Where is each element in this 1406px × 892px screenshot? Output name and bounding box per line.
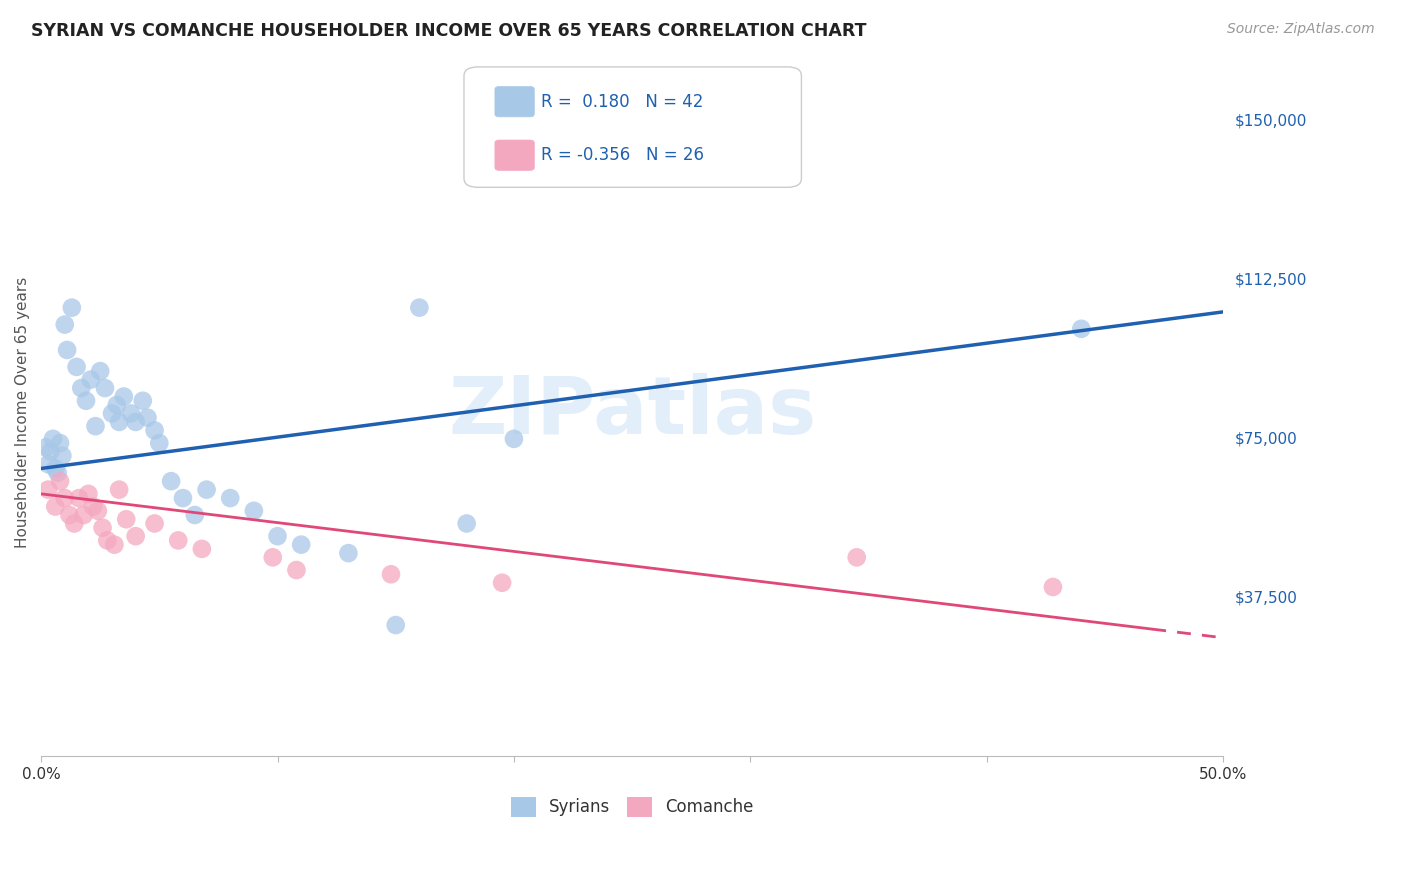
Text: R = -0.356   N = 26: R = -0.356 N = 26: [541, 146, 704, 164]
Point: [120, 407, 142, 421]
Point: [51, 449, 73, 463]
Point: [44, 461, 66, 475]
Point: [73, 508, 96, 522]
Point: [1070, 322, 1092, 336]
Point: [53, 318, 76, 332]
Point: [49, 436, 72, 450]
Point: [108, 415, 131, 429]
Point: [384, 618, 406, 632]
Y-axis label: Householder Income Over 65 years: Householder Income Over 65 years: [15, 277, 30, 548]
Point: [285, 563, 308, 577]
Point: [1042, 580, 1064, 594]
Point: [124, 415, 146, 429]
Point: [84, 419, 107, 434]
Point: [46, 466, 69, 480]
Text: ZIPatlas: ZIPatlas: [449, 374, 817, 451]
Point: [37, 457, 59, 471]
Point: [266, 529, 288, 543]
Text: $75,000: $75,000: [1234, 432, 1296, 446]
Point: [143, 423, 166, 437]
Point: [115, 512, 138, 526]
Point: [56, 343, 79, 357]
Point: [160, 474, 183, 488]
Point: [408, 301, 430, 315]
Point: [172, 491, 194, 505]
Point: [124, 529, 146, 543]
Point: [91, 521, 114, 535]
Point: [82, 500, 104, 514]
Point: [136, 410, 159, 425]
Point: [105, 398, 128, 412]
Legend: Syrians, Comanche: Syrians, Comanche: [503, 790, 761, 823]
Point: [290, 538, 312, 552]
Point: [491, 575, 513, 590]
Point: [89, 364, 111, 378]
Point: [39, 444, 62, 458]
Point: [845, 550, 868, 565]
Point: [75, 393, 97, 408]
Point: [96, 533, 118, 548]
Point: [35, 440, 58, 454]
Point: [503, 432, 526, 446]
Point: [132, 393, 155, 408]
Point: [184, 508, 207, 522]
Point: [103, 538, 125, 552]
Point: [65, 359, 87, 374]
Point: [87, 504, 110, 518]
Point: [60, 301, 83, 315]
Point: [195, 483, 218, 497]
Point: [456, 516, 478, 531]
Point: [77, 487, 100, 501]
Point: [243, 504, 266, 518]
Point: [143, 516, 166, 531]
Point: [191, 541, 214, 556]
Point: [49, 474, 72, 488]
Point: [262, 550, 284, 565]
Text: R =  0.180   N = 42: R = 0.180 N = 42: [541, 93, 703, 111]
Point: [167, 533, 190, 548]
Point: [101, 407, 124, 421]
Point: [219, 491, 242, 505]
Point: [67, 491, 90, 505]
Point: [80, 373, 103, 387]
Point: [94, 381, 117, 395]
Point: [44, 500, 66, 514]
Point: [58, 508, 80, 522]
Point: [108, 483, 131, 497]
Text: SYRIAN VS COMANCHE HOUSEHOLDER INCOME OVER 65 YEARS CORRELATION CHART: SYRIAN VS COMANCHE HOUSEHOLDER INCOME OV…: [31, 22, 866, 40]
Point: [53, 491, 76, 505]
Point: [380, 567, 402, 582]
Point: [42, 432, 65, 446]
Point: [148, 436, 170, 450]
Point: [70, 381, 93, 395]
Text: $112,500: $112,500: [1234, 273, 1306, 287]
Point: [37, 483, 59, 497]
Text: $150,000: $150,000: [1234, 114, 1306, 129]
Point: [63, 516, 86, 531]
Text: $37,500: $37,500: [1234, 590, 1298, 605]
Point: [337, 546, 360, 560]
Point: [112, 390, 135, 404]
Text: Source: ZipAtlas.com: Source: ZipAtlas.com: [1227, 22, 1375, 37]
